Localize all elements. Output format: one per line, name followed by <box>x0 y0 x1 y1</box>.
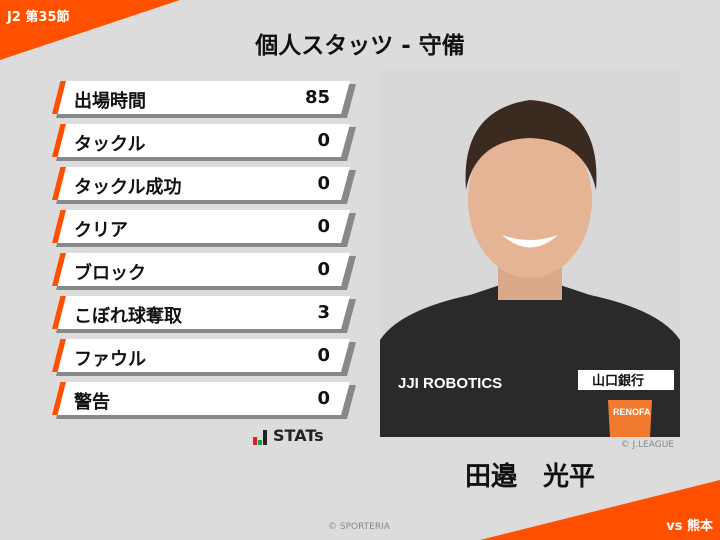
stat-value: 0 <box>317 173 330 194</box>
stat-value: 0 <box>317 345 330 366</box>
stat-label: タックル <box>74 134 146 155</box>
stat-label: こぼれ球奪取 <box>74 306 182 327</box>
bar-chart-icon <box>253 430 267 445</box>
row-bar <box>52 339 350 372</box>
stat-value: 85 <box>304 87 330 108</box>
stat-label: ブロック <box>74 263 146 284</box>
stat-value: 0 <box>317 388 330 409</box>
row-bar <box>52 167 350 200</box>
stat-label: タックル成功 <box>74 177 182 198</box>
footer-credit: © SPORTERIA <box>328 522 390 532</box>
stat-row: ブロック 0 <box>52 253 356 290</box>
stat-row: こぼれ球奪取 3 <box>52 296 356 333</box>
stat-value: 0 <box>317 259 330 280</box>
stat-label: 警告 <box>74 392 110 413</box>
stat-row: タックル成功 0 <box>52 167 356 204</box>
sponsor-text: JJI ROBOTICS <box>398 375 502 392</box>
page-title: 個人スタッツ - 守備 <box>255 33 465 59</box>
row-bar <box>52 81 350 114</box>
stats-logo: STATs <box>253 426 324 445</box>
club-crest-text: RENOFA <box>613 407 651 417</box>
row-bar <box>52 124 350 157</box>
player-name: 田邉 光平 <box>464 462 595 492</box>
stat-label: 出場時間 <box>74 91 146 112</box>
bank-text: 山口銀行 <box>592 373 644 389</box>
stat-row: 出場時間 85 <box>52 81 356 118</box>
stat-label: ファウル <box>74 349 146 370</box>
row-bar <box>52 210 350 243</box>
row-bar <box>52 253 350 286</box>
row-bar <box>52 382 350 415</box>
stat-row: 警告 0 <box>52 382 356 419</box>
stat-row: ファウル 0 <box>52 339 356 376</box>
stat-value: 0 <box>317 216 330 237</box>
row-bar <box>52 296 350 329</box>
stat-label: クリア <box>74 220 128 241</box>
round-label: J2 第35節 <box>7 10 70 25</box>
stats-logo-text: STATs <box>273 426 324 445</box>
stat-row: タックル 0 <box>52 124 356 161</box>
stat-row: クリア 0 <box>52 210 356 247</box>
stat-value: 3 <box>317 302 330 323</box>
stat-value: 0 <box>317 130 330 151</box>
opponent-label: vs 熊本 <box>666 519 713 534</box>
player-photo: JJI ROBOTICS 山口銀行 RENOFA <box>380 70 680 437</box>
photo-credit: © J.LEAGUE <box>620 440 674 450</box>
